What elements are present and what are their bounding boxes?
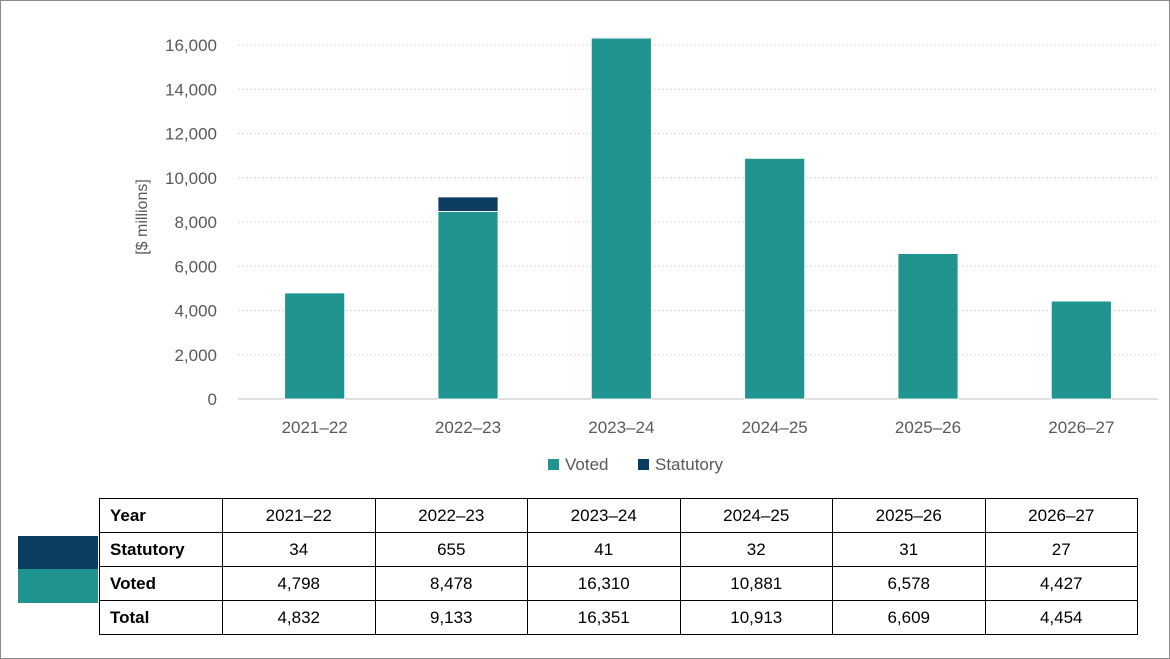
y-tick-label: 2,000 xyxy=(174,346,217,365)
table-cell: 6,578 xyxy=(832,566,986,601)
table-row-total: Total 4,832 9,133 16,351 10,913 6,609 4,… xyxy=(99,600,1138,635)
legend-label-statutory: Statutory xyxy=(655,455,724,474)
table-cell: 16,351 xyxy=(527,600,681,635)
legend-swatch-statutory xyxy=(638,459,649,470)
table-cell: 10,913 xyxy=(679,600,833,635)
table-row-label: Statutory xyxy=(99,532,223,567)
table-header-year: Year xyxy=(99,498,223,533)
x-tick-label: 2026–27 xyxy=(1048,418,1114,437)
table-cell: 655 xyxy=(374,532,528,567)
table-cell: 32 xyxy=(679,532,833,567)
table-row-voted: Voted 4,798 8,478 16,310 10,881 6,578 4,… xyxy=(99,566,1138,601)
bar-voted xyxy=(590,37,652,400)
x-tick-label: 2024–25 xyxy=(742,418,808,437)
bar-statutory xyxy=(437,196,499,212)
bar-statutory xyxy=(744,157,806,159)
x-tick-label: 2025–26 xyxy=(895,418,961,437)
table-cell: 31 xyxy=(832,532,986,567)
table-cell: 34 xyxy=(222,532,376,567)
table-header-cell: 2024–25 xyxy=(679,498,833,533)
x-tick-label: 2023–24 xyxy=(588,418,654,437)
y-tick-label: 12,000 xyxy=(165,125,217,144)
table-cell: 4,427 xyxy=(984,566,1138,601)
table-cell: 10,881 xyxy=(679,566,833,601)
y-tick-label: 10,000 xyxy=(165,169,217,188)
table-header-cell: 2023–24 xyxy=(527,498,681,533)
y-tick-label: 4,000 xyxy=(174,302,217,321)
bar-voted xyxy=(284,292,346,400)
stacked-bar-chart: 0 2,000 4,000 6,000 8,000 10,000 12,000 14,000 1… xyxy=(134,36,1158,474)
table-cell: 9,133 xyxy=(374,600,528,635)
y-tick-label: 8,000 xyxy=(174,213,217,232)
table-cell: 16,310 xyxy=(527,566,681,601)
bar-statutory xyxy=(590,36,652,39)
bar-voted xyxy=(1050,300,1112,400)
y-tick-label: 16,000 xyxy=(165,36,217,55)
data-table: Year 2021–22 2022–23 2023–24 2024–25 202… xyxy=(99,498,1138,635)
y-axis-title: [$ millions] xyxy=(134,179,151,255)
table-cell: 27 xyxy=(984,532,1138,567)
table-header-cell: 2022–23 xyxy=(374,498,528,533)
table-cell: 41 xyxy=(527,532,681,567)
x-tick-label: 2021–22 xyxy=(282,418,348,437)
bar-voted xyxy=(897,253,959,400)
table-cell: 6,609 xyxy=(832,600,986,635)
y-tick-label: 0 xyxy=(208,390,217,409)
table-row-statutory: Statutory 34 655 41 32 31 27 xyxy=(99,532,1138,567)
bar-voted xyxy=(744,157,806,400)
bar-statutory xyxy=(284,291,346,294)
bar-statutory xyxy=(1050,300,1112,302)
table-header-cell: 2021–22 xyxy=(222,498,376,533)
bar-voted xyxy=(437,211,499,400)
y-tick-label: 14,000 xyxy=(165,80,217,99)
table-cell: 8,478 xyxy=(374,566,528,601)
table-row-label: Voted xyxy=(99,566,223,601)
legend-label-voted: Voted xyxy=(565,455,609,474)
x-tick-label: 2022–23 xyxy=(435,418,501,437)
table-cell: 4,454 xyxy=(984,600,1138,635)
voted-legend-swatch xyxy=(18,569,98,603)
table-header-cell: 2026–27 xyxy=(984,498,1138,533)
table-cell: 4,832 xyxy=(222,600,376,635)
bar-statutory xyxy=(897,252,959,254)
table-row-label: Total xyxy=(99,600,223,635)
legend-swatch-voted xyxy=(548,459,559,470)
table-cell: 4,798 xyxy=(222,566,376,601)
y-tick-label: 6,000 xyxy=(174,257,217,276)
table-header-cell: 2025–26 xyxy=(832,498,986,533)
statutory-legend-swatch xyxy=(18,536,98,570)
table-header-row: Year 2021–22 2022–23 2023–24 2024–25 202… xyxy=(99,498,1138,533)
